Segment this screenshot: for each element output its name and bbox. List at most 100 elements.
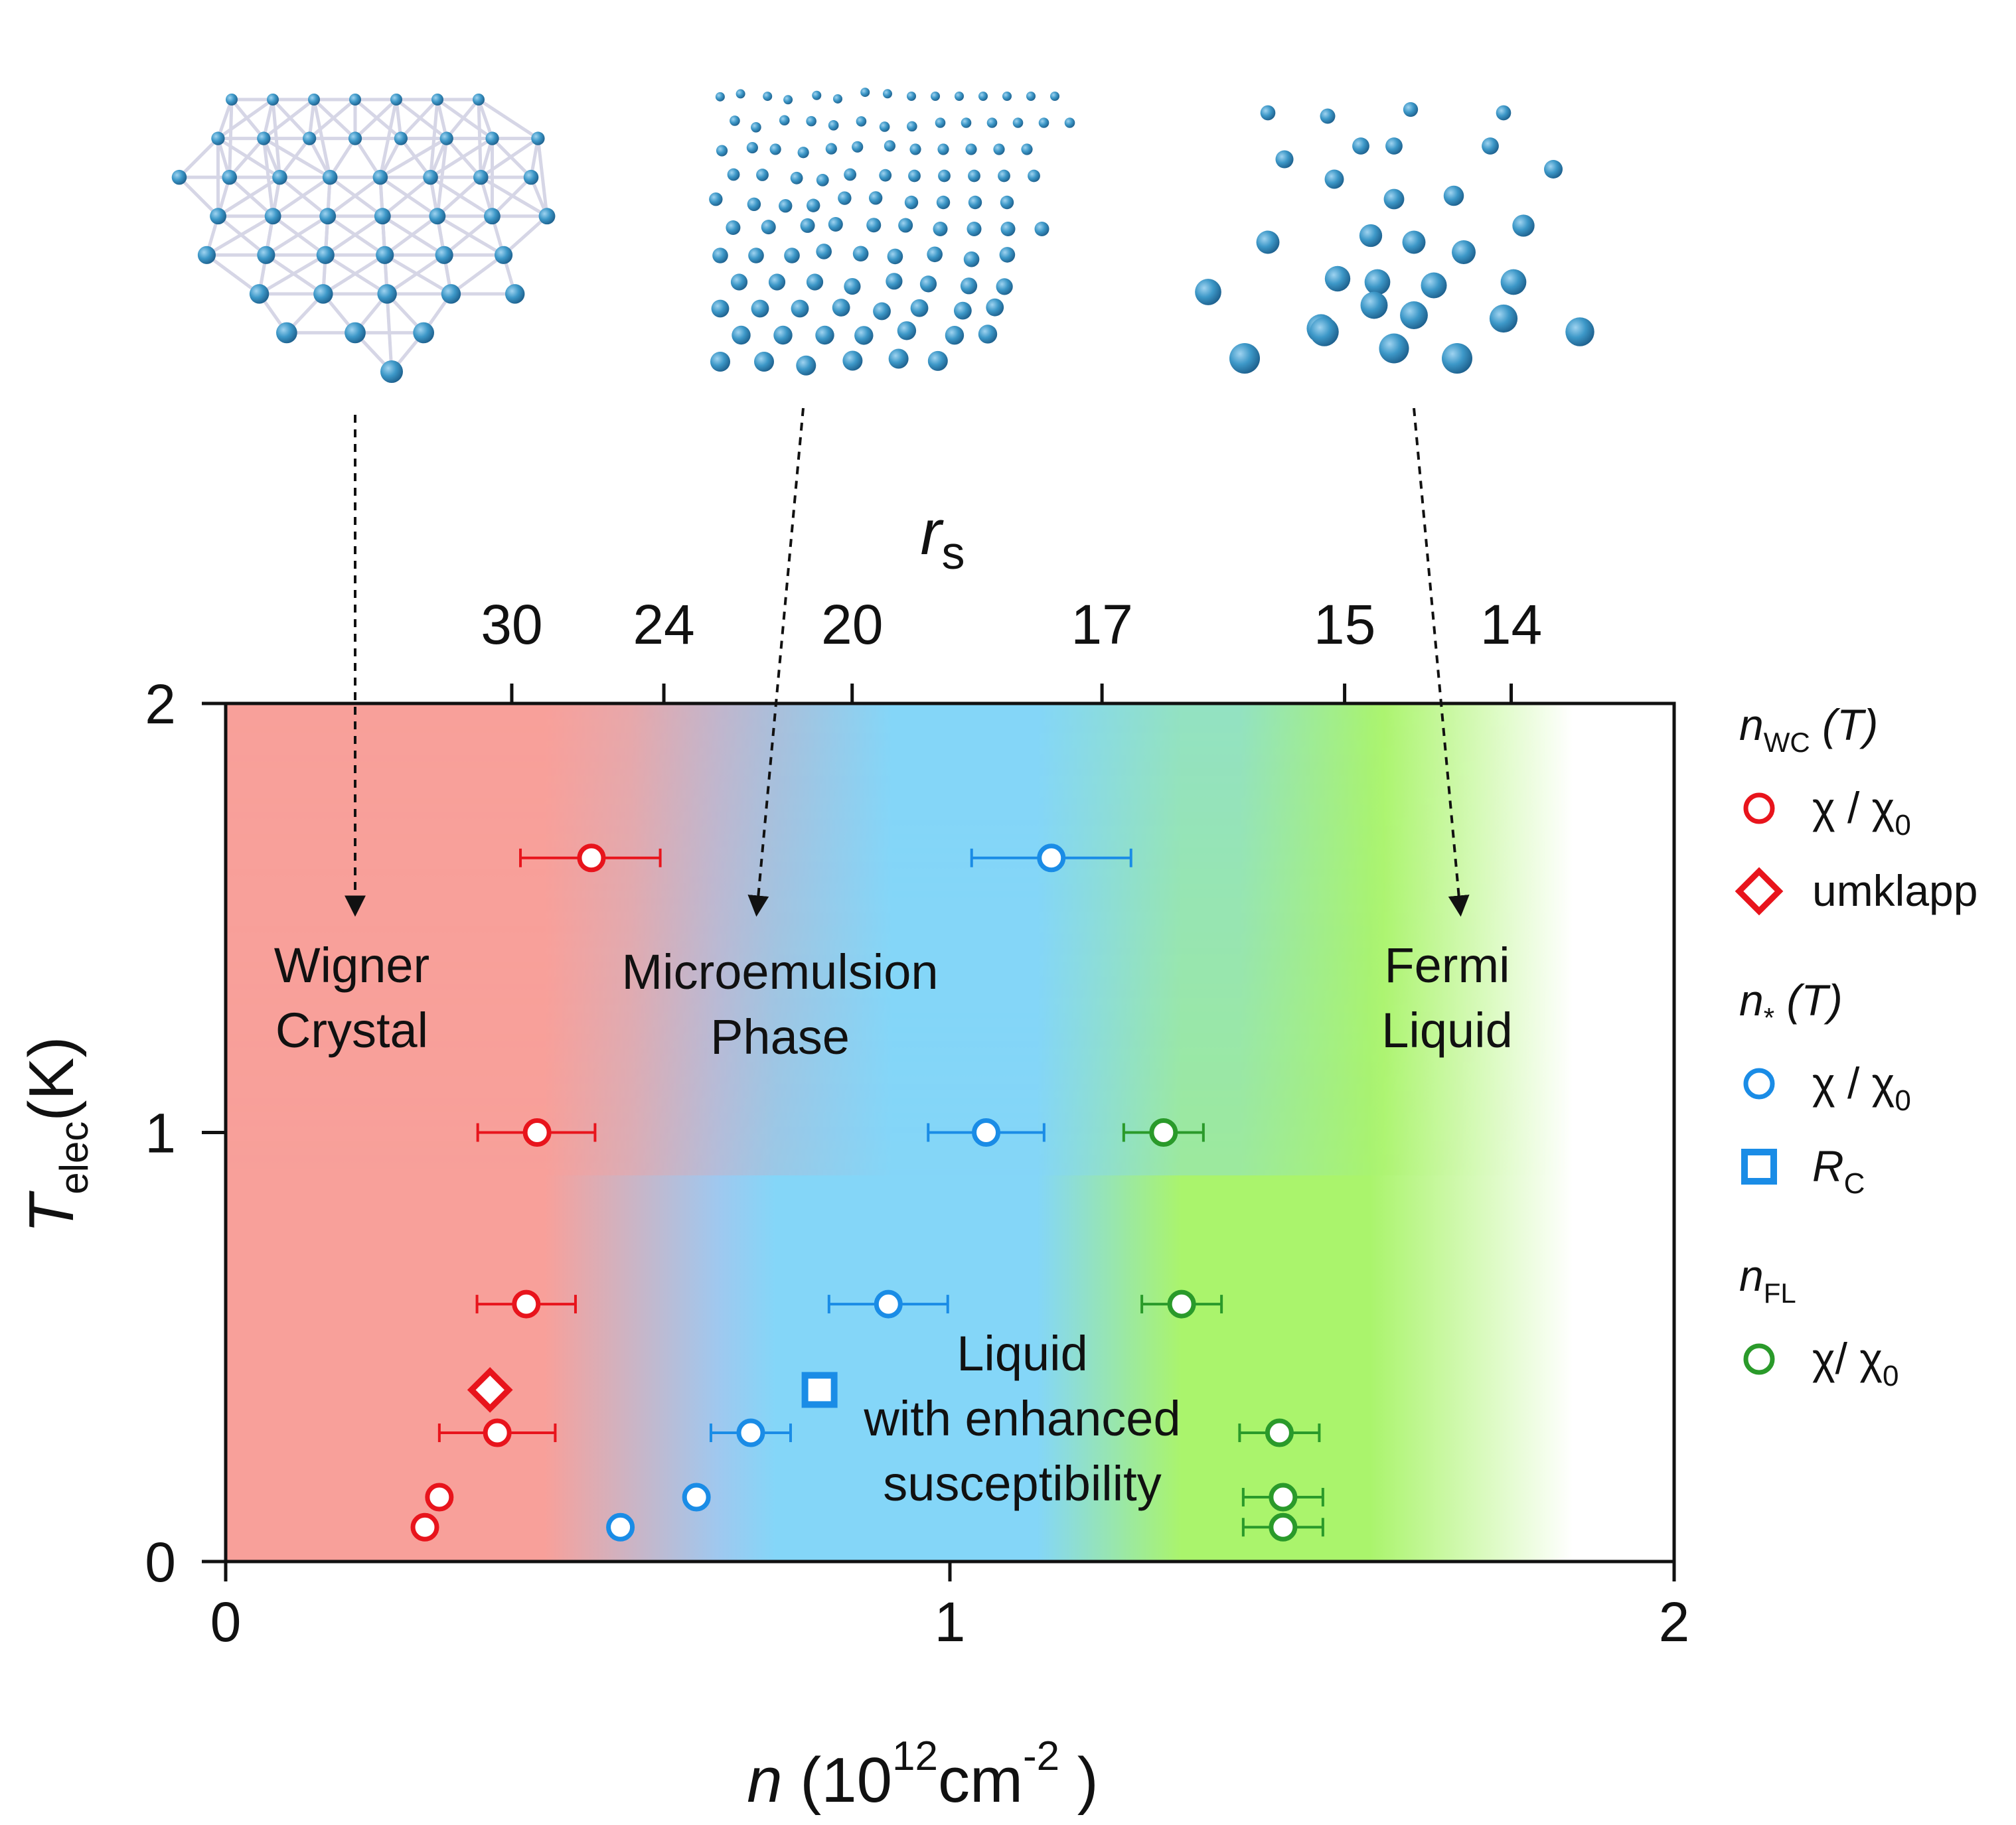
lattice-bond: [271, 176, 331, 218]
lattice-electron: [473, 169, 489, 185]
emulsion-electron: [931, 92, 940, 101]
lattice-electron: [276, 322, 297, 344]
lattice-electron: [523, 169, 539, 185]
lattice-bond: [381, 176, 432, 218]
lattice-bond: [477, 99, 494, 139]
emulsion-electron: [1021, 143, 1033, 155]
lattice-bond: [216, 99, 234, 139]
lattice-electron: [441, 284, 461, 304]
emulsion-electron: [873, 302, 891, 321]
lattice-electron: [380, 360, 403, 383]
fermi-electron: [1400, 301, 1428, 329]
emulsion-electron: [791, 299, 809, 318]
lattice-electron: [372, 169, 388, 185]
emulsion-electron: [756, 169, 769, 181]
emulsion-electron: [797, 147, 809, 159]
fermi-electron: [1442, 343, 1472, 374]
lattice-electron: [171, 169, 187, 185]
emulsion-electron: [796, 355, 816, 376]
lattice-bond: [354, 98, 398, 140]
emulsion-electron: [832, 299, 850, 317]
lattice-electron: [374, 208, 391, 225]
lattice-electron: [439, 131, 453, 145]
lattice-bond: [324, 214, 384, 257]
emulsion-electron: [999, 247, 1016, 263]
emulsion-electron: [844, 277, 861, 295]
lattice-bond: [178, 137, 220, 179]
data-point: [1149, 1118, 1178, 1147]
lattice-electron: [538, 208, 556, 225]
top-tick-label: 30: [481, 593, 542, 656]
emulsion-electron: [933, 222, 948, 236]
y-tick-label: 1: [145, 1102, 176, 1165]
data-point: [1167, 1289, 1196, 1319]
emulsion-electron: [779, 198, 793, 213]
emulsion-electron: [978, 92, 988, 101]
emulsion-electron: [746, 141, 758, 154]
emulsion-electron: [828, 120, 839, 131]
fermi-electron: [1421, 272, 1447, 299]
top-axis-title: rs: [921, 497, 965, 579]
lattice-bond: [327, 176, 382, 218]
top-tick-label: 24: [633, 593, 694, 656]
emulsion-electron: [963, 251, 980, 267]
top-tick-label: 17: [1071, 593, 1132, 656]
lattice-bond: [265, 214, 329, 257]
emulsion-electron: [935, 117, 946, 128]
emulsion-electron: [751, 299, 769, 318]
emulsion-electron: [888, 348, 909, 369]
emulsion-electron: [965, 143, 977, 155]
region-label-2-line2: Phase: [710, 1009, 850, 1064]
y-tick-label: 2: [145, 673, 176, 735]
emulsion-electron: [806, 115, 816, 127]
emulsion-electron: [806, 273, 824, 291]
lattice-bond: [216, 98, 274, 140]
fermi-electron: [1260, 105, 1276, 121]
data-point: [682, 1483, 711, 1512]
lattice-electron: [349, 94, 361, 106]
emulsion-electron: [1000, 222, 1016, 236]
emulsion-electron: [887, 248, 903, 265]
lattice-bond: [308, 98, 356, 140]
lattice-bond: [217, 137, 281, 179]
series-2: [467, 1367, 513, 1413]
emulsion-electron: [955, 92, 964, 101]
lattice-electron: [308, 94, 320, 106]
emulsion-electron: [800, 218, 815, 233]
phase-region-upper: [226, 703, 1674, 1176]
fermi-electron: [1403, 102, 1419, 117]
lattice-electron: [435, 246, 453, 264]
fermi-liquid-particles: [1195, 102, 1594, 374]
emulsion-electron: [1002, 92, 1012, 101]
emulsion-electron: [967, 222, 982, 236]
legend-marker-circle: [1743, 1068, 1775, 1100]
emulsion-electron: [816, 173, 829, 186]
legend-label: χ / χ0: [1812, 783, 1911, 841]
fermi-electron: [1496, 105, 1512, 121]
emulsion-electron: [1034, 222, 1049, 236]
legend-group-title-3: nFL: [1739, 1251, 1796, 1309]
emulsion-electron: [710, 352, 730, 372]
emulsion-electron: [908, 169, 921, 183]
region-label-1-line1: Wigner: [274, 938, 429, 993]
data-point: [522, 1118, 552, 1147]
fermi-electron: [1360, 291, 1388, 319]
dashed-arrow-2: [747, 407, 805, 917]
emulsion-electron: [968, 169, 980, 183]
emulsion-electron: [761, 220, 776, 235]
legend-label: RC: [1812, 1141, 1865, 1200]
region-label-2-line1: Microemulsion: [621, 944, 938, 999]
emulsion-electron: [960, 277, 978, 295]
lattice-electron: [264, 208, 281, 225]
data-point: [1269, 1483, 1298, 1512]
emulsion-electron: [879, 169, 892, 182]
emulsion-electron: [904, 195, 919, 210]
fermi-electron: [1379, 333, 1409, 364]
lattice-electron: [495, 246, 513, 264]
wigner-crystal-lattice: [171, 94, 556, 383]
fermi-electron: [1385, 137, 1403, 155]
fermi-electron: [1443, 185, 1464, 206]
fermi-electron: [1256, 230, 1280, 254]
emulsion-electron: [754, 352, 774, 372]
emulsion-electron: [711, 299, 730, 318]
